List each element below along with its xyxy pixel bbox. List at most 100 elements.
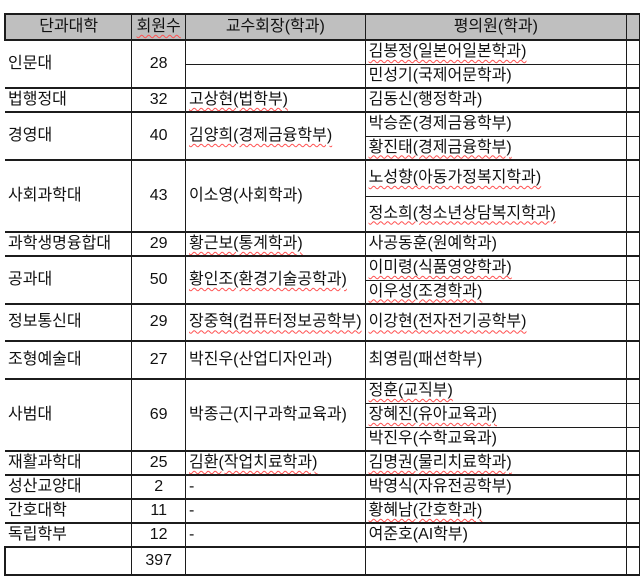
cell-text: 29: [149, 234, 168, 252]
cell-chair: [185, 63, 366, 89]
cell-text: 11: [150, 501, 167, 519]
table-row: 공과대 50 황인조(환경기술공학과) 이미령(식품영양학과): [5, 255, 640, 305]
cell-council: 이강현(전자전기공학부): [364, 303, 628, 342]
cell-chair: 장중혁(컴퓨터정보공학부): [185, 303, 366, 342]
cell-text: 과학생명융합대: [8, 234, 112, 252]
cell-text: 독립학부: [8, 525, 67, 543]
table-row: 인문대 28 김봉정(일본어일본학과): [5, 39, 640, 89]
cell-chair: 황인조(환경기술공학과): [185, 255, 366, 305]
cell-text: 박승준(경제금융학부): [368, 115, 512, 133]
misspelled-text: 정소희(청소년상담복지학과): [368, 204, 556, 222]
table-row: 장혜진(유아교육과): [5, 402, 640, 428]
table-row: 박진우(수학교육과): [5, 426, 640, 452]
college-council-table: 단과대학 회원수 교수회장(학과) 평의원(학과) 인문대 28 김봉정(일본어일본…: [4, 13, 640, 576]
cell-college: 간호대학: [5, 498, 133, 524]
cell-council: 이미령(식품영양학과): [364, 255, 628, 281]
total-college-cell: [4, 546, 133, 576]
misspelled-text: 김환(작업치료학과): [189, 453, 318, 471]
cell-college: 공과대: [5, 255, 133, 305]
table-row: 사회과학대 43 이소영(사회학과) 노성향(아동가정복지학과): [5, 159, 640, 233]
cell-text: -: [189, 477, 195, 495]
cell-text: 여준호(AI학부): [368, 525, 468, 543]
cell-extra-cutoff: [626, 279, 640, 305]
cell-members: 43: [131, 159, 187, 233]
cell-members: 11: [131, 498, 187, 524]
cell-text: 조형예술대: [8, 350, 82, 368]
cell-college: 인문대: [5, 39, 133, 89]
cell-chair: -: [185, 498, 366, 524]
cell-text: 정보통신대: [8, 313, 82, 331]
cell-members: 32: [131, 87, 187, 113]
cell-members: 25: [131, 450, 187, 476]
cell-council: 노성향(아동가정복지학과): [364, 159, 628, 197]
cell-text: 28: [149, 54, 168, 72]
cell-chair: 박진우(산업디자인과): [185, 340, 366, 380]
cell-text: 12: [149, 525, 168, 543]
header-council-label: 평의원(학과): [453, 17, 538, 35]
cell-extra-cutoff: [626, 135, 640, 161]
cell-council: 황혜남(간호학과): [364, 498, 628, 524]
cell-text: 박진우(산업디자인과): [189, 350, 333, 368]
table-row: 정소희(청소년상담복지학과): [5, 195, 640, 233]
cell-text: 사범대: [8, 405, 53, 423]
cell-council: 김동신(행정학과): [364, 87, 628, 113]
cell-council: 박영식(자유전공학부): [364, 474, 628, 500]
cell-chair: [185, 39, 366, 65]
cell-text: 공과대: [8, 270, 53, 288]
table-row: 경영대 40 김양희(경제금융학부) 박승준(경제금융학부): [5, 111, 640, 161]
header-chair: 교수회장(학과): [185, 13, 366, 41]
cell-council: 박승준(경제금융학부): [364, 111, 628, 137]
header-council: 평의원(학과): [364, 13, 628, 41]
cell-extra-cutoff: [626, 426, 640, 452]
cell-text: -: [189, 525, 195, 543]
cell-text: 25: [149, 453, 168, 471]
cell-text: 법행정대: [8, 90, 67, 108]
cell-text: 40: [149, 126, 168, 144]
cell-members: 29: [131, 303, 187, 342]
cell-text: 간호대학: [8, 501, 67, 519]
misspelled-text: 정훈(교직부): [368, 382, 453, 400]
cell-college: 재활과학대: [5, 450, 133, 476]
table-row: 간호대학 11 - 황혜남(간호학과): [5, 498, 640, 524]
misspelled-text: 황근보(통계학과): [189, 234, 303, 252]
table-row: 황진태(경제금융학부): [5, 135, 640, 161]
cell-text: 경영대: [8, 126, 53, 144]
misspelled-text: 장중혁(컴퓨터정보공학부): [189, 313, 362, 331]
cell-college: 사범대: [5, 378, 133, 452]
cell-extra-cutoff: [626, 402, 640, 428]
table-row: 정보통신대 29 장중혁(컴퓨터정보공학부) 이강현(전자전기공학부): [5, 303, 640, 342]
cell-college: 과학생명융합대: [5, 231, 133, 257]
cell-text: 성산교양대: [8, 477, 82, 495]
misspelled-text: 김봉정(일본어일본학과): [368, 43, 527, 61]
total-chair-cell: [185, 546, 366, 576]
cell-extra-cutoff: [626, 378, 640, 404]
cell-text: 69: [149, 405, 168, 423]
cell-text: 397: [145, 551, 173, 569]
cell-text: -: [189, 501, 195, 519]
misspelled-text: 장혜진(유아교육과): [368, 405, 498, 423]
cell-extra-cutoff: [626, 231, 640, 257]
cell-council: 김봉정(일본어일본학과): [364, 39, 628, 65]
cell-text: 32: [149, 90, 168, 108]
cell-extra-cutoff: [626, 498, 640, 524]
cell-college: 독립학부: [5, 522, 133, 548]
cell-text: 29: [149, 313, 168, 331]
cell-text: 인문대: [8, 54, 53, 72]
cell-members: 2: [131, 474, 187, 500]
cell-council: 장혜진(유아교육과): [364, 402, 628, 428]
cell-extra-cutoff: [626, 195, 640, 233]
misspelled-text: 이미령(식품영양학과): [368, 259, 512, 277]
cell-text: 박진우(수학교육과): [368, 429, 498, 447]
header-members: 회원수: [131, 13, 187, 41]
cell-chair: -: [185, 474, 366, 500]
misspelled-text: 고상현(법학부): [189, 90, 288, 108]
cell-chair: 고상현(법학부): [185, 87, 366, 113]
cell-text: 민성기(국제어문학과): [368, 66, 512, 84]
cell-text: 사회과학대: [8, 186, 82, 204]
table-row: 이우성(조경학과): [5, 279, 640, 305]
cell-extra-cutoff: [626, 474, 640, 500]
cell-college: 성산교양대: [5, 474, 133, 500]
total-council-cell: [364, 546, 628, 576]
cell-extra-cutoff: [626, 303, 640, 342]
cell-extra-cutoff: [626, 340, 640, 380]
